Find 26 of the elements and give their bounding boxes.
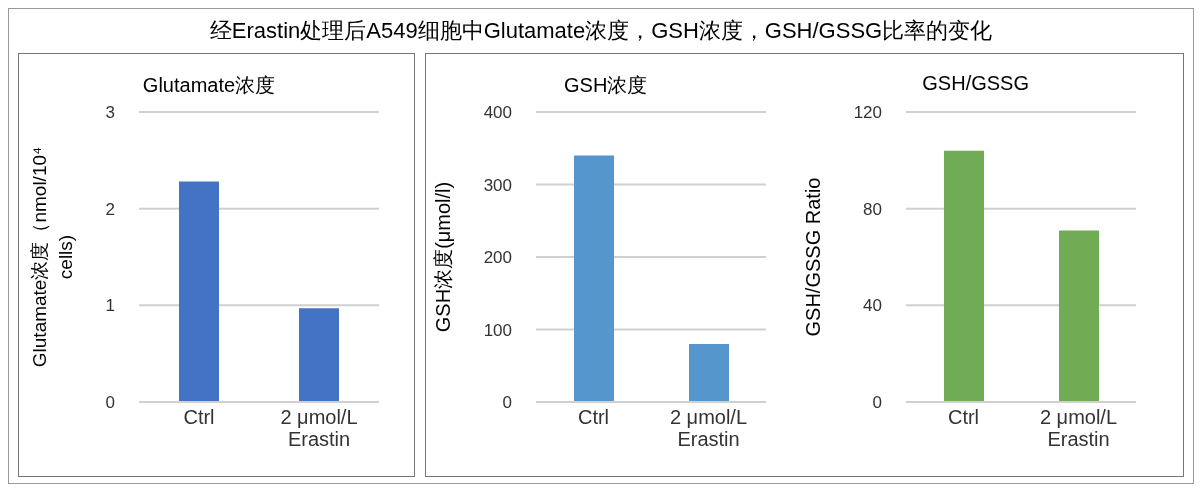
y-tick-label: 0	[872, 393, 882, 413]
y-tick-label: 0	[502, 393, 512, 413]
y-tick-label: 1	[105, 296, 115, 316]
x-tick-label: 2 μmol/L Erastin	[280, 406, 358, 450]
y-tick-label: 200	[483, 248, 512, 268]
y-tick-label: 100	[483, 320, 512, 340]
y-tick-label: 2	[105, 199, 115, 219]
x-tick-label: Ctrl	[947, 406, 979, 428]
y-axis-title: GSH/GSSG Ratio	[801, 177, 824, 337]
y-tick-label: 300	[483, 175, 512, 195]
y-tick-label: 80	[862, 199, 882, 219]
y-axis-title: Glutamate浓度（nmol/10⁴ cells)	[28, 145, 77, 370]
chart-title: GSH浓度	[563, 73, 649, 98]
y-tick-label: 400	[483, 103, 512, 123]
y-axis-title: GSH浓度(μmol/l)	[431, 181, 454, 333]
x-tick-label: 2 μmol/L Erastin	[669, 406, 747, 450]
chart-title: Glutamate浓度	[141, 73, 277, 98]
x-tick-label: 2 μmol/L Erastin	[1039, 406, 1117, 450]
x-tick-label: Ctrl	[577, 406, 609, 428]
chart-title: GSH/GSSG	[921, 72, 1030, 96]
y-tick-label: 3	[105, 103, 115, 123]
y-tick-label: 0	[105, 393, 115, 413]
text: 经Erastin处理后A549细胞中Glutamate浓度，GSH浓度，GSH/GSSG比率的变化	[209, 18, 993, 43]
x-tick-label: Ctrl	[183, 406, 215, 428]
y-tick-label: 40	[862, 296, 882, 316]
y-tick-label: 120	[853, 103, 882, 123]
